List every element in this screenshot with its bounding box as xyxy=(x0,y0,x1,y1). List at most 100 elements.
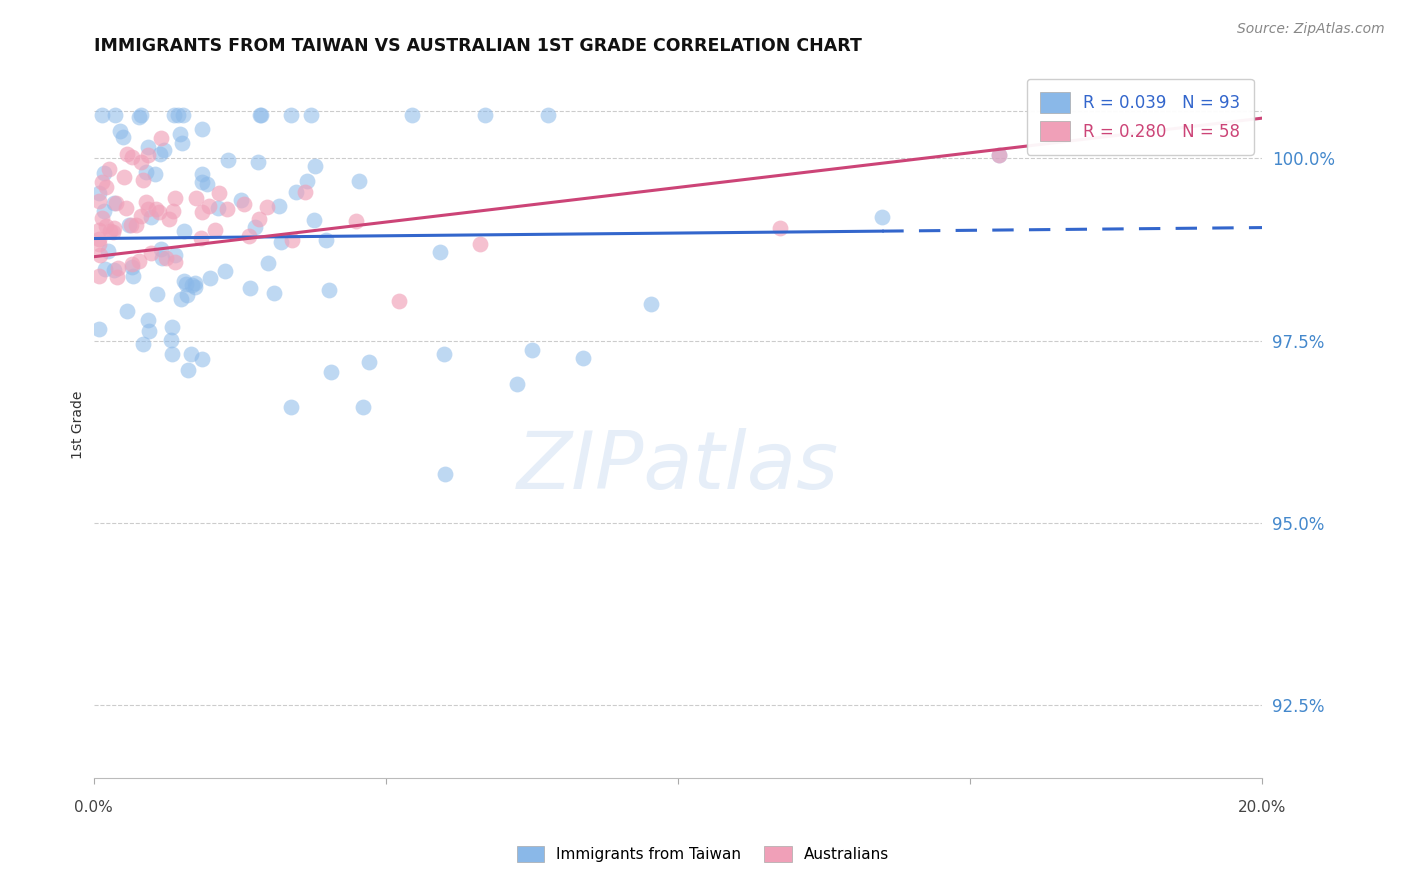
Point xyxy=(229,194,252,208)
Point xyxy=(572,351,595,366)
Point xyxy=(112,170,135,185)
Point xyxy=(135,195,157,210)
Point xyxy=(91,175,114,189)
Point xyxy=(89,194,111,208)
Point xyxy=(108,124,131,138)
Point xyxy=(103,221,125,235)
Point xyxy=(207,202,229,216)
Point xyxy=(988,147,1011,161)
Text: Source: ZipAtlas.com: Source: ZipAtlas.com xyxy=(1237,22,1385,37)
Point xyxy=(315,233,337,247)
Point xyxy=(537,107,560,121)
Point xyxy=(143,167,166,181)
Point xyxy=(349,174,371,188)
Point xyxy=(214,264,236,278)
Point xyxy=(150,251,173,265)
Point xyxy=(281,234,304,248)
Point xyxy=(136,202,159,217)
Point xyxy=(321,365,343,379)
Point xyxy=(163,248,186,262)
Point xyxy=(359,355,381,369)
Text: IMMIGRANTS FROM TAIWAN VS AUSTRALIAN 1ST GRADE CORRELATION CHART: IMMIGRANTS FROM TAIWAN VS AUSTRALIAN 1ST… xyxy=(94,37,862,55)
Point xyxy=(128,254,150,268)
Point xyxy=(114,201,136,215)
Point xyxy=(190,167,212,181)
Point xyxy=(115,303,138,318)
Point xyxy=(238,229,260,244)
Point xyxy=(121,260,143,274)
Point xyxy=(128,111,150,125)
Point xyxy=(190,231,212,245)
Point xyxy=(89,247,111,261)
Point xyxy=(197,199,219,213)
Point xyxy=(160,347,183,361)
Point xyxy=(94,180,117,194)
Point xyxy=(246,154,269,169)
Point xyxy=(249,107,271,121)
Point xyxy=(98,224,121,238)
Point xyxy=(180,347,202,361)
Point xyxy=(344,214,367,228)
Point xyxy=(152,143,174,157)
Y-axis label: 1st Grade: 1st Grade xyxy=(72,391,86,458)
Point xyxy=(170,293,193,307)
Point xyxy=(117,147,139,161)
Point xyxy=(97,244,120,259)
Point xyxy=(204,223,226,237)
Point xyxy=(232,197,254,211)
Text: 20.0%: 20.0% xyxy=(1237,800,1286,815)
Point xyxy=(269,199,291,213)
Point xyxy=(388,293,411,308)
Point xyxy=(163,191,186,205)
Point xyxy=(166,107,188,121)
Point xyxy=(139,211,162,225)
Point xyxy=(169,127,191,141)
Point xyxy=(132,337,155,351)
Point xyxy=(173,274,195,288)
Point xyxy=(155,251,177,265)
Point xyxy=(250,107,273,121)
Point xyxy=(148,205,170,219)
Point xyxy=(150,242,173,256)
Point xyxy=(769,221,792,235)
Point xyxy=(129,155,152,169)
Point xyxy=(129,107,152,121)
Point xyxy=(174,277,197,291)
Point xyxy=(872,210,894,224)
Point xyxy=(186,190,208,204)
Point xyxy=(170,136,193,150)
Point xyxy=(150,131,173,145)
Point xyxy=(177,363,200,377)
Point xyxy=(89,237,111,252)
Point xyxy=(215,202,238,217)
Point xyxy=(429,244,451,259)
Point xyxy=(401,107,423,121)
Point xyxy=(181,278,204,293)
Point xyxy=(285,185,308,199)
Point xyxy=(195,178,218,192)
Point xyxy=(468,236,491,251)
Text: ZIPatlas: ZIPatlas xyxy=(517,428,839,506)
Point xyxy=(270,235,292,250)
Point xyxy=(105,269,128,284)
Point xyxy=(103,262,125,277)
Point xyxy=(239,281,262,295)
Point xyxy=(146,286,169,301)
Point xyxy=(191,351,214,366)
Legend: R = 0.039   N = 93, R = 0.280   N = 58: R = 0.039 N = 93, R = 0.280 N = 58 xyxy=(1026,79,1254,154)
Point xyxy=(104,107,127,121)
Point xyxy=(135,165,157,179)
Point xyxy=(302,213,325,227)
Point xyxy=(111,129,134,144)
Point xyxy=(160,319,183,334)
Point xyxy=(190,122,212,136)
Point xyxy=(131,173,153,187)
Point xyxy=(217,153,239,167)
Point xyxy=(176,288,198,302)
Point xyxy=(184,280,207,294)
Point xyxy=(433,347,456,361)
Point xyxy=(198,271,221,285)
Point xyxy=(94,262,117,277)
Point xyxy=(352,400,374,414)
Point xyxy=(97,162,120,177)
